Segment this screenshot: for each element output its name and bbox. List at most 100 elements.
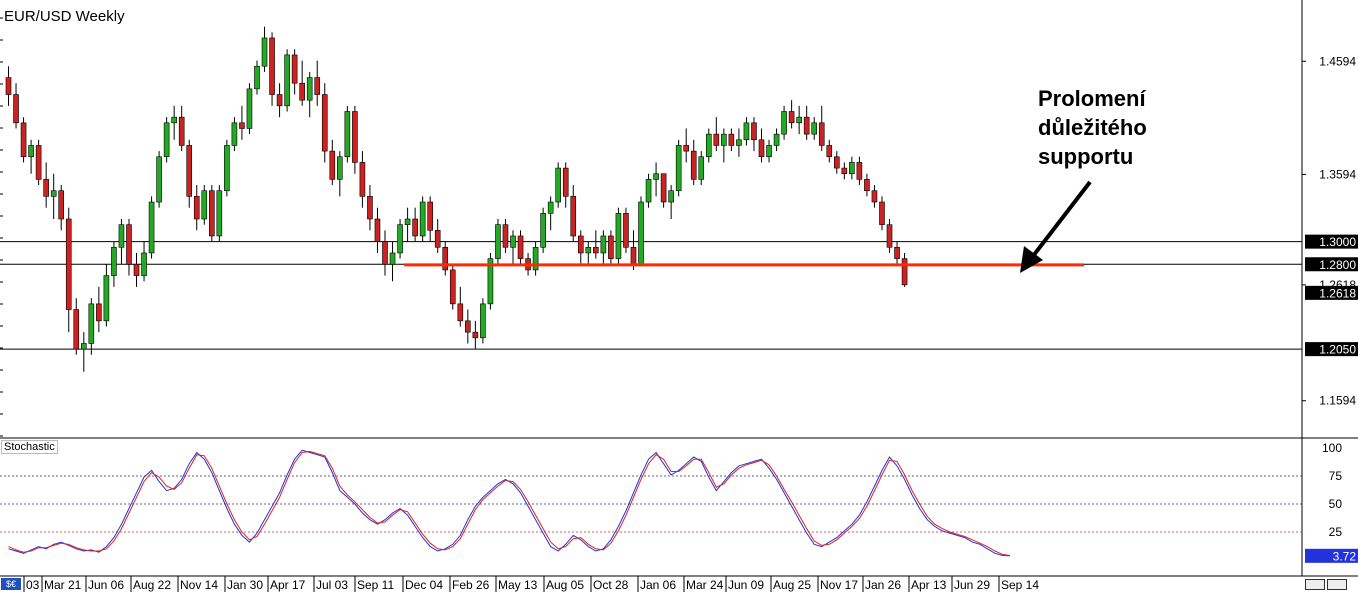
- stoch-tick-label: 50: [1329, 497, 1343, 511]
- candle-body: [751, 122, 757, 141]
- x-tick-label: Aug 05: [546, 578, 584, 592]
- candle-body: [344, 111, 351, 158]
- candle-body: [495, 224, 501, 259]
- candle-body: [781, 111, 787, 135]
- level-label-1.3000: 1.3000: [1319, 235, 1356, 249]
- annotation-text: Prolomení důležitého supportu: [1038, 84, 1147, 171]
- price-tick-label: 1.1594: [1319, 394, 1356, 408]
- candle-body: [96, 303, 102, 322]
- annotation-line-2: důležitého: [1038, 115, 1147, 140]
- chart-title: EUR/USD Weekly: [4, 8, 125, 25]
- x-tick-label: Jan 26: [865, 578, 901, 592]
- candle-body: [585, 246, 592, 254]
- candle-body: [449, 269, 456, 305]
- x-tick-label: Oct 28: [593, 578, 629, 592]
- candle-body: [306, 77, 313, 101]
- candle-body: [879, 201, 885, 225]
- candle-body: [65, 218, 72, 310]
- level-label-bg-1.2800: [1305, 257, 1358, 272]
- candle-body: [683, 145, 690, 152]
- stoch-tick-label: 100: [1322, 441, 1342, 455]
- candle-body: [547, 201, 554, 214]
- stochastic-label: Stochastic: [1, 440, 58, 454]
- candle-body: [374, 218, 381, 242]
- candle-body: [111, 246, 117, 276]
- scroll-controls[interactable]: [1303, 579, 1347, 590]
- candle-body: [532, 246, 539, 271]
- candle-body: [841, 167, 848, 175]
- x-tick-label: Mar 24: [686, 578, 724, 592]
- x-tick-label: Feb 26: [452, 578, 490, 592]
- annotation-arrow-shaft: [1028, 180, 1092, 262]
- candle-body: [201, 190, 208, 220]
- candle-body: [555, 167, 561, 203]
- candle-body: [412, 218, 418, 237]
- candle-body: [209, 190, 215, 237]
- candle-body: [299, 82, 305, 101]
- candle-body: [88, 303, 95, 344]
- candle-body: [638, 201, 644, 265]
- candle-body: [721, 133, 727, 146]
- candle-body: [337, 156, 343, 180]
- candle-body: [457, 303, 464, 322]
- x-tick-label: May 13: [498, 578, 538, 592]
- x-tick-label: Jul 03: [316, 578, 348, 592]
- candle-body: [736, 139, 742, 146]
- x-tick-label: Jan 30: [227, 578, 263, 592]
- candle-body: [43, 179, 49, 197]
- candle-body: [690, 150, 697, 180]
- x-tick-label: Sep 14: [1001, 578, 1039, 592]
- x-tick-label: Jun 06: [88, 578, 124, 592]
- candle-body: [382, 241, 388, 265]
- candle-body: [593, 246, 599, 254]
- candle-body: [13, 94, 19, 124]
- candle-body: [81, 343, 87, 350]
- candle-body: [314, 77, 321, 95]
- candle-body: [291, 54, 298, 84]
- candle-body: [20, 122, 27, 158]
- currency-icon[interactable]: $€: [1, 578, 21, 590]
- price-tick-label: 1.4594: [1319, 54, 1356, 68]
- price-tick-label: 1.3594: [1319, 167, 1356, 181]
- scroll-icon[interactable]: [1305, 579, 1325, 590]
- x-tick-label: Apr 17: [270, 578, 306, 592]
- x-tick-label: Jun 29: [954, 578, 990, 592]
- candle-body: [510, 235, 516, 248]
- x-tick-label: Mar 21: [44, 578, 82, 592]
- candle-body: [352, 111, 358, 163]
- candle-body: [713, 133, 720, 146]
- candle-body: [728, 133, 735, 146]
- level-label-1.2800: 1.2800: [1319, 258, 1356, 272]
- candle-body: [178, 116, 185, 146]
- candle-body: [615, 213, 622, 259]
- candle-body: [224, 145, 230, 192]
- candle-body: [434, 230, 441, 248]
- candle-body: [276, 94, 283, 107]
- candle-body: [246, 88, 253, 129]
- candle-body: [788, 111, 795, 124]
- x-tick-label: Jan 06: [640, 578, 676, 592]
- candle-body: [600, 235, 607, 254]
- candle-body: [404, 218, 411, 225]
- candle-body: [645, 179, 652, 203]
- candle-body: [254, 65, 260, 90]
- candle-body: [630, 246, 637, 265]
- candle-body: [856, 162, 863, 180]
- candle-body: [705, 133, 712, 158]
- candle-body: [864, 179, 870, 192]
- candle-body: [442, 246, 449, 271]
- candle-body: [419, 201, 426, 237]
- candle-body: [58, 190, 65, 220]
- candle-body: [849, 162, 855, 175]
- candle-body: [502, 224, 509, 248]
- current-price-bg: [1305, 285, 1358, 300]
- candle-body: [239, 122, 245, 129]
- candle-body: [901, 258, 908, 286]
- zoom-icon[interactable]: [1327, 579, 1347, 590]
- candle-body: [148, 201, 155, 254]
- stoch-series-0: [8, 449, 1011, 557]
- candle-body: [894, 246, 900, 259]
- candle-body: [660, 173, 667, 203]
- candle-body: [562, 167, 569, 197]
